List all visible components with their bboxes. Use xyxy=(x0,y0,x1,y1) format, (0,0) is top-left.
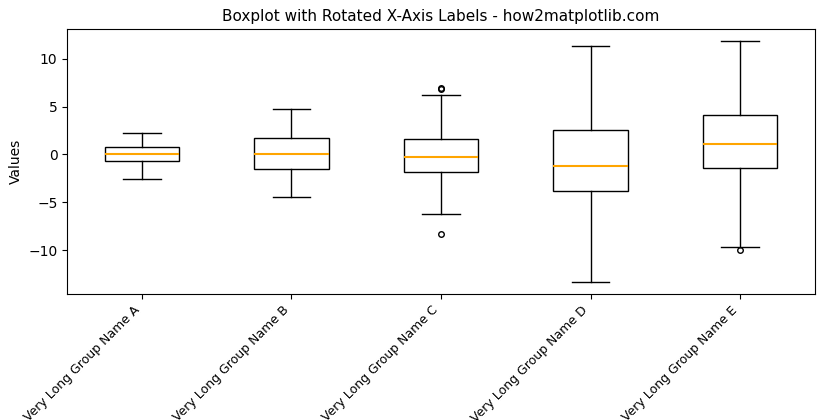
Title: Boxplot with Rotated X-Axis Labels - how2matplotlib.com: Boxplot with Rotated X-Axis Labels - how… xyxy=(223,9,659,24)
Y-axis label: Values: Values xyxy=(8,139,23,184)
PathPatch shape xyxy=(702,116,778,168)
PathPatch shape xyxy=(554,130,628,191)
PathPatch shape xyxy=(105,147,180,160)
PathPatch shape xyxy=(403,139,479,172)
PathPatch shape xyxy=(254,138,328,169)
